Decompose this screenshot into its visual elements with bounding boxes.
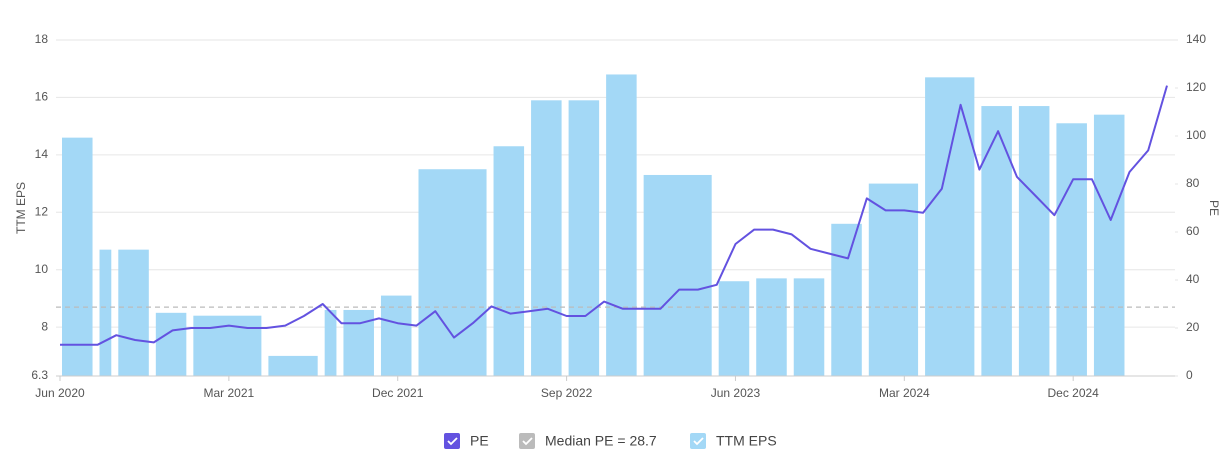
legend-checkbox[interactable] [444, 433, 460, 449]
pe-line [60, 85, 1168, 346]
bar [418, 169, 487, 376]
y2-tick-label: 100 [1186, 128, 1206, 142]
bar [1018, 106, 1050, 377]
legend-item[interactable]: Median PE = 28.7 [519, 433, 657, 449]
y-tick-label: 12 [35, 204, 49, 218]
bar [324, 309, 337, 376]
bar [155, 312, 187, 376]
bar [981, 106, 1012, 377]
bar [493, 146, 525, 376]
legend-check [693, 437, 704, 446]
legend-check [522, 437, 533, 446]
bar [831, 223, 862, 376]
bar [193, 315, 262, 376]
bar [380, 295, 412, 376]
legend-label: PE [470, 433, 489, 449]
x-tick-label: Jun 2023 [711, 386, 761, 400]
y2-tick-label: 40 [1186, 272, 1200, 286]
y2-axis-title: PE [1207, 200, 1221, 216]
y2-tick-label: 60 [1186, 224, 1200, 238]
bar [268, 355, 318, 376]
legend-item[interactable]: TTM EPS [690, 433, 777, 449]
legend-item[interactable]: PE [444, 433, 489, 449]
bar [756, 278, 787, 376]
legend-checkbox[interactable] [690, 433, 706, 449]
y2-tick-label: 0 [1186, 368, 1193, 382]
y2-tick-label: 140 [1186, 32, 1206, 46]
y-tick-label: 10 [35, 262, 49, 276]
x-tick-label: Mar 2021 [204, 386, 255, 400]
bar [118, 249, 149, 376]
x-tick-label: Dec 2024 [1047, 386, 1099, 400]
y2-tick-label: 80 [1186, 176, 1200, 190]
x-tick-label: Jun 2020 [35, 386, 85, 400]
x-tick-label: Sep 2022 [541, 386, 593, 400]
bar [99, 249, 112, 376]
x-tick-label: Dec 2021 [372, 386, 424, 400]
bar [531, 100, 562, 377]
x-tick-label: Mar 2024 [879, 386, 930, 400]
bar [643, 174, 712, 376]
y-tick-label: 16 [35, 90, 49, 104]
bar [1056, 123, 1087, 377]
y-tick-label: 14 [35, 147, 49, 161]
legend-label: Median PE = 28.7 [545, 433, 657, 449]
bar [868, 183, 919, 376]
bar [718, 281, 750, 376]
y-tick-label: 6.3 [31, 368, 48, 382]
bar [606, 74, 637, 376]
bar [62, 137, 93, 376]
bar [1093, 114, 1125, 377]
y-tick-label: 8 [41, 319, 48, 333]
bar [793, 278, 825, 376]
y2-tick-label: 20 [1186, 320, 1200, 334]
bar [925, 77, 975, 376]
y2-tick-label: 120 [1186, 80, 1206, 94]
y-axis-title: TTM EPS [14, 182, 28, 234]
legend-label: TTM EPS [716, 433, 777, 449]
legend-checkbox[interactable] [519, 433, 535, 449]
bar [568, 100, 600, 377]
y-tick-label: 18 [35, 32, 49, 46]
legend-check [447, 437, 458, 446]
